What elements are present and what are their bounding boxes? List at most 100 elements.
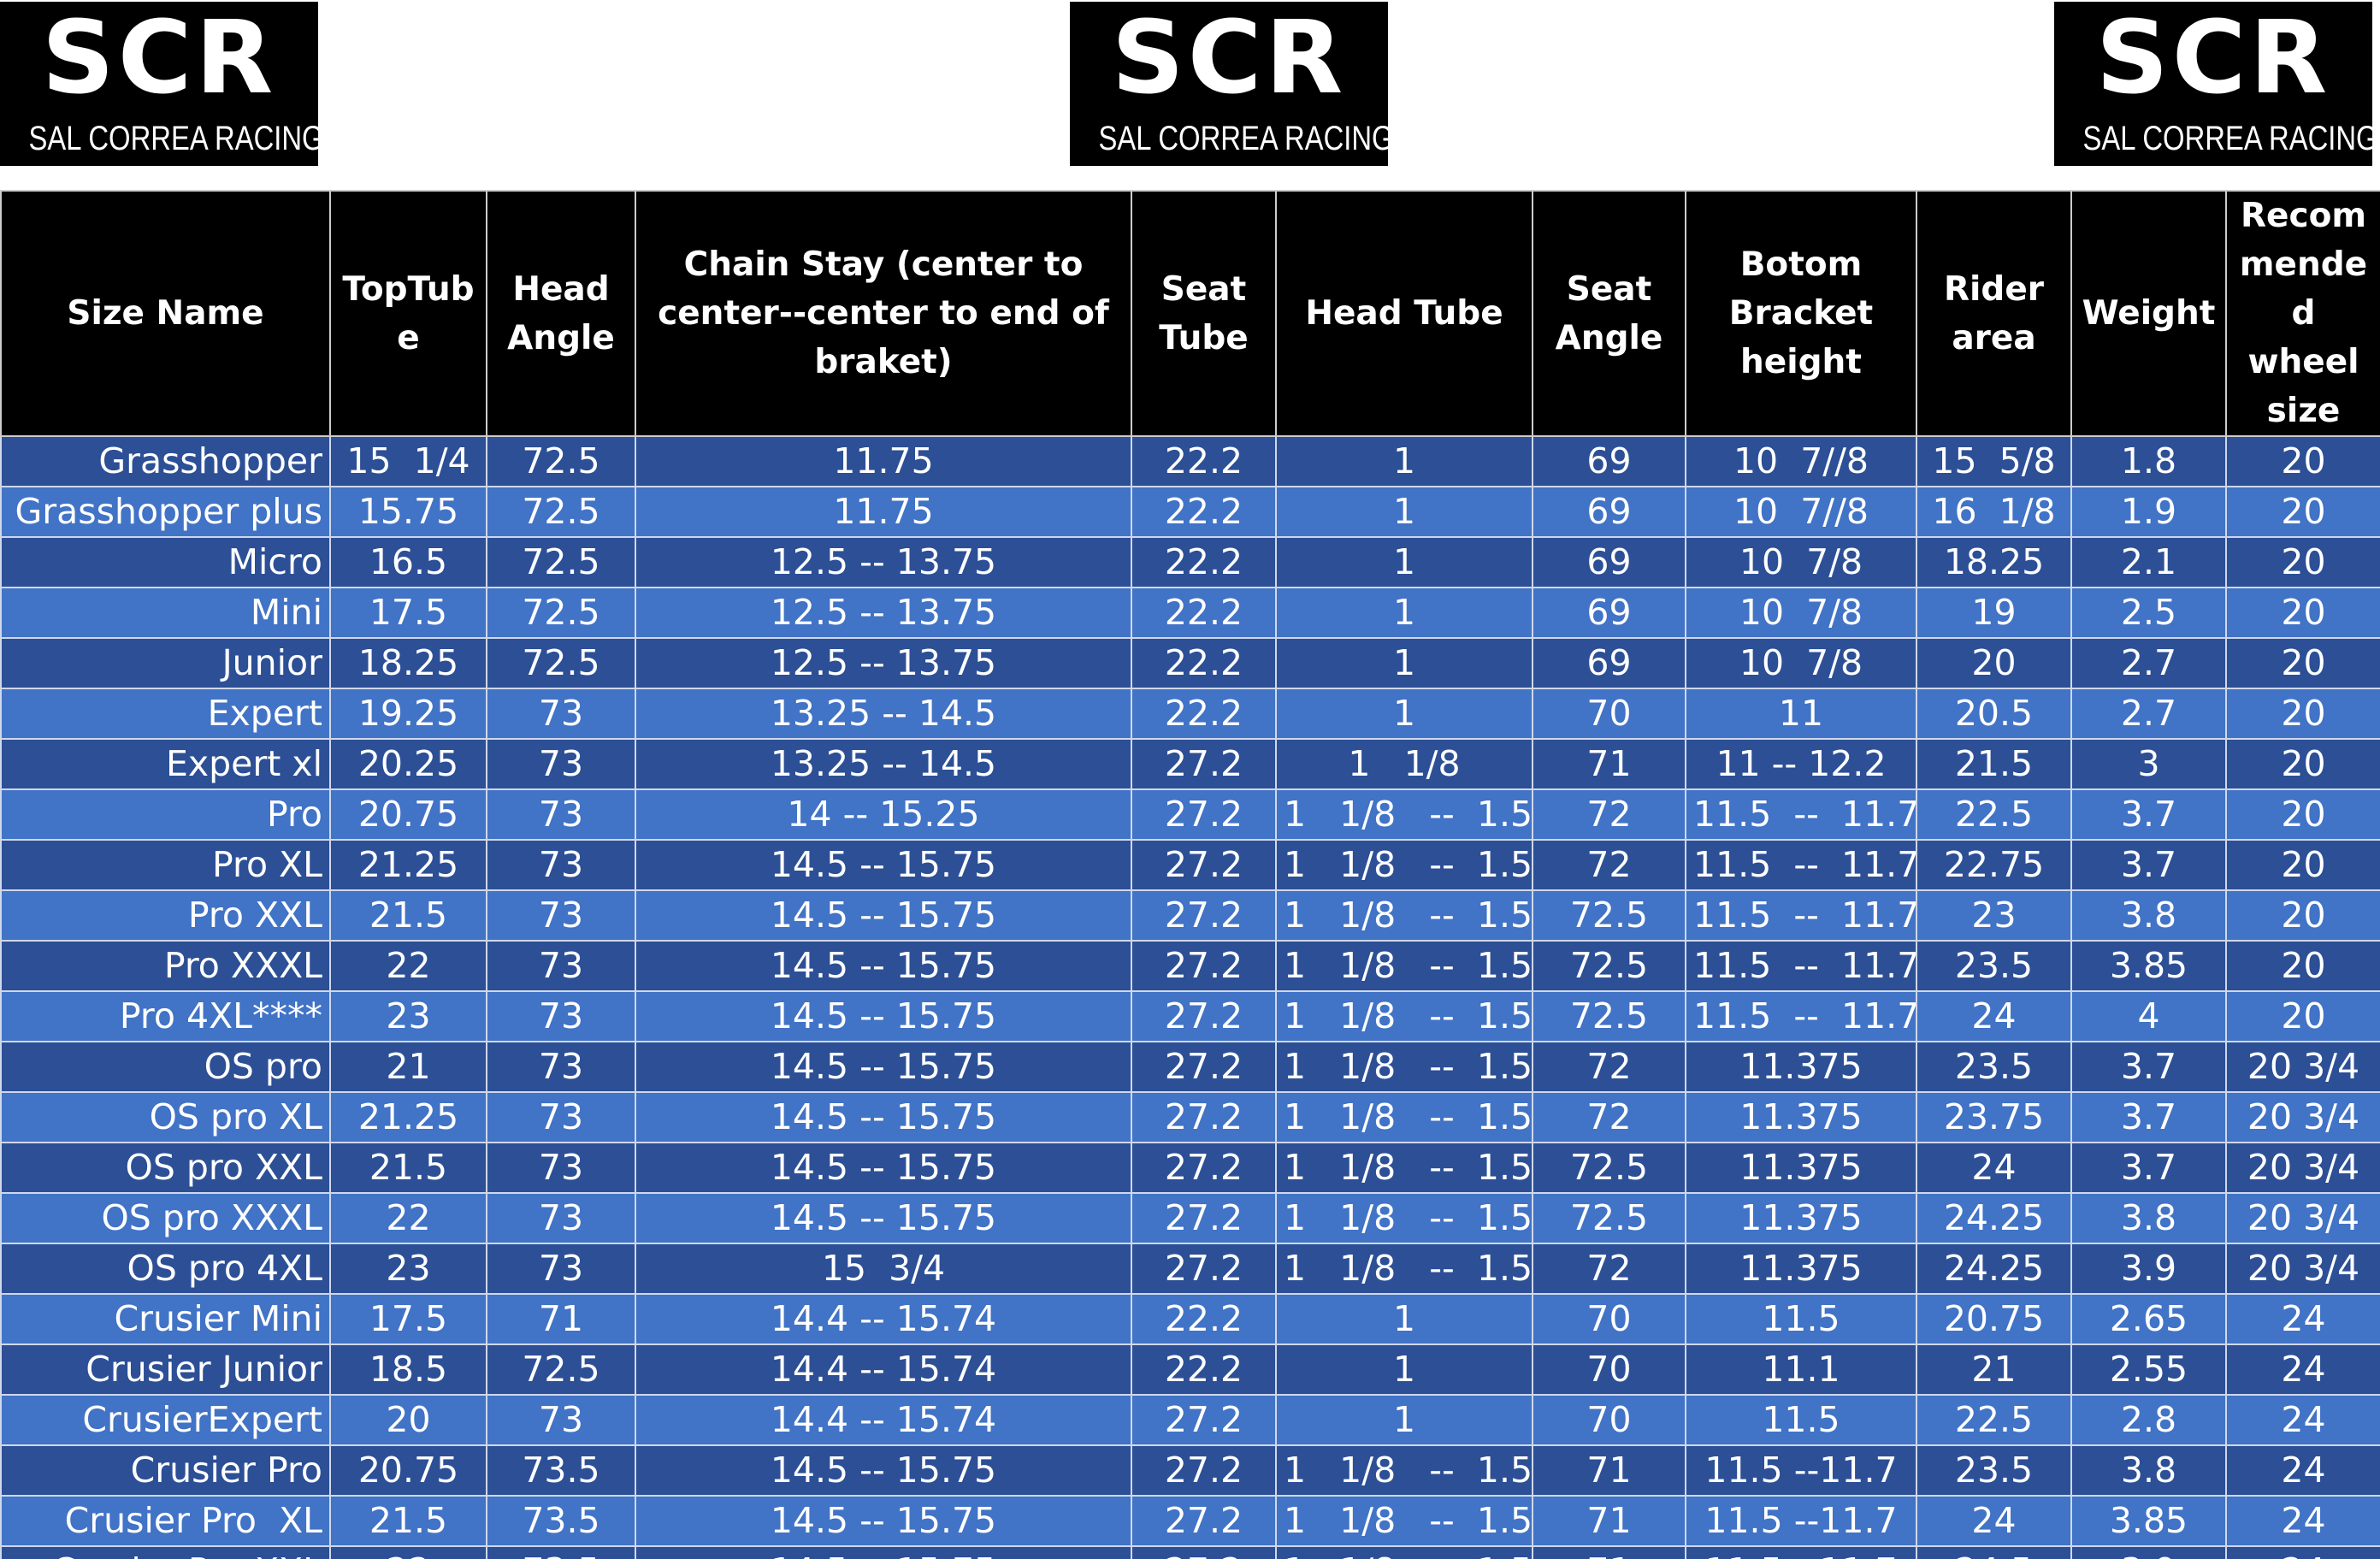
table-cell: 10 7/8 bbox=[1685, 536, 1917, 588]
column-header: Seat Tube bbox=[1131, 190, 1277, 437]
table-cell: 3.8 bbox=[2070, 1192, 2227, 1244]
table-cell: 11.375 bbox=[1685, 1091, 1917, 1143]
table-cell: 72 bbox=[1532, 1041, 1686, 1093]
table-cell: 18.25 bbox=[1916, 536, 2072, 588]
table-cell: 23.75 bbox=[1916, 1091, 2072, 1143]
table-cell: 20 3/4 bbox=[2225, 1142, 2380, 1194]
table-cell: 73 bbox=[486, 990, 636, 1042]
size-name-cell: Junior bbox=[0, 637, 331, 689]
size-name-cell: Pro 4XL**** bbox=[0, 990, 331, 1042]
table-cell: 10 7/8 bbox=[1685, 637, 1917, 689]
size-name-cell: Grasshopper bbox=[0, 435, 331, 487]
table-cell: 23.5 bbox=[1916, 940, 2072, 992]
table-cell: 24 bbox=[2225, 1545, 2380, 1559]
table-cell: 73 bbox=[486, 889, 636, 942]
table-cell: 72 bbox=[1532, 1243, 1686, 1295]
table-cell: 24.25 bbox=[1916, 1192, 2072, 1244]
table-row: Expert xl 20.25 73 13.25 -- 14.5 27.2 1 1/8 71… bbox=[0, 738, 2380, 790]
table-cell: 71 bbox=[1532, 738, 1686, 790]
table-cell: 1 1/8 -- 1.5 bbox=[1275, 1545, 1533, 1559]
table-cell: 11.5 --11.7 bbox=[1685, 1444, 1917, 1497]
table-cell: 21.5 bbox=[329, 1142, 487, 1194]
table-cell: 24 bbox=[2225, 1343, 2380, 1396]
table-cell: 11.5 --11.7 bbox=[1685, 1545, 1917, 1559]
table-cell: 69 bbox=[1532, 435, 1686, 487]
table-cell: 27.2 bbox=[1131, 1091, 1277, 1143]
table-cell: 10 7//8 bbox=[1685, 486, 1917, 538]
table-cell: 12.5 -- 13.75 bbox=[635, 637, 1132, 689]
table-cell: 72.5 bbox=[1532, 990, 1686, 1042]
table-cell: 72.5 bbox=[1532, 889, 1686, 942]
table-cell: 11.375 bbox=[1685, 1192, 1917, 1244]
table-cell: 3.7 bbox=[2070, 1142, 2227, 1194]
table-row: Pro 20.75 73 14 -- 15.25 27.2 1 1/8 -- 1.5 72 1… bbox=[0, 788, 2380, 841]
table-cell: 1 1/8 -- 1.5 bbox=[1275, 1142, 1533, 1194]
table-cell: 1 bbox=[1275, 536, 1533, 588]
table-cell: 20.75 bbox=[329, 1444, 487, 1497]
table-cell: 27.2 bbox=[1131, 1444, 1277, 1497]
table-cell: 3.7 bbox=[2070, 1091, 2227, 1143]
table-cell: 73.5 bbox=[486, 1545, 636, 1559]
table-row: Micro 16.5 72.5 12.5 -- 13.75 22.2 1 69 10 7/8 1… bbox=[0, 536, 2380, 588]
table-cell: 18.25 bbox=[329, 637, 487, 689]
table-cell: 22.75 bbox=[1916, 839, 2072, 891]
table-cell: 14.5 -- 15.75 bbox=[635, 1041, 1132, 1093]
size-name-cell: OS pro 4XL bbox=[0, 1243, 331, 1295]
table-cell: 73 bbox=[486, 788, 636, 841]
table-cell: 73 bbox=[486, 940, 636, 992]
table-cell: 14.5 -- 15.75 bbox=[635, 1192, 1132, 1244]
table-cell: 11.375 bbox=[1685, 1142, 1917, 1194]
header-row: Size Name TopTube Head Angle Chain Stay (ce… bbox=[0, 190, 2380, 437]
table-row: Expert 19.25 73 13.25 -- 14.5 22.2 1 70 11 20.5 2… bbox=[0, 688, 2380, 740]
table-cell: 1 1/8 -- 1.5 bbox=[1275, 990, 1533, 1042]
table-cell: 1 1/8 -- 1.5 bbox=[1275, 889, 1533, 942]
table-cell: 24 bbox=[2225, 1495, 2380, 1547]
table-cell: 14 -- 15.25 bbox=[635, 788, 1132, 841]
table-row: Pro XL 21.25 73 14.5 -- 15.75 27.2 1 1/8 -- 1… bbox=[0, 839, 2380, 891]
table-cell: 11.5 -- 11.7 bbox=[1685, 788, 1917, 841]
table-cell: 15 5/8 bbox=[1916, 435, 2072, 487]
column-header: Weight bbox=[2070, 190, 2227, 437]
table-cell: 18.5 bbox=[329, 1343, 487, 1396]
table-cell: 22.2 bbox=[1131, 435, 1277, 487]
table-cell: 69 bbox=[1532, 587, 1686, 639]
logo-name: SAL CORREA RACING bbox=[1098, 120, 1394, 157]
size-name-cell: OS pro bbox=[0, 1041, 331, 1093]
table-cell: 27.2 bbox=[1131, 1142, 1277, 1194]
table-cell: 10 7/8 bbox=[1685, 587, 1917, 639]
table-cell: 69 bbox=[1532, 536, 1686, 588]
table-cell: 27.2 bbox=[1131, 940, 1277, 992]
table-cell: 1 1/8 bbox=[1275, 738, 1533, 790]
table-cell: 10 7//8 bbox=[1685, 435, 1917, 487]
table-cell: 20 3/4 bbox=[2225, 1192, 2380, 1244]
table-cell: 22.2 bbox=[1131, 637, 1277, 689]
table-cell: 21.5 bbox=[1916, 738, 2072, 790]
table-cell: 69 bbox=[1532, 486, 1686, 538]
size-name-cell: Expert bbox=[0, 688, 331, 740]
table-cell: 1 bbox=[1275, 435, 1533, 487]
table-cell: 27.2 bbox=[1131, 1192, 1277, 1244]
column-header: TopTube bbox=[329, 190, 487, 437]
table-cell: 19.25 bbox=[329, 688, 487, 740]
table-cell: 3.9 bbox=[2070, 1243, 2227, 1295]
table-cell: 20.5 bbox=[1916, 688, 2072, 740]
table-cell: 73 bbox=[486, 1394, 636, 1446]
table-cell: 11.1 bbox=[1685, 1343, 1917, 1396]
table-cell: 24 bbox=[1916, 1495, 2072, 1547]
table-cell: 16.5 bbox=[329, 536, 487, 588]
size-name-cell: CrusierExpert bbox=[0, 1394, 331, 1446]
logo: SCR SAL CORREA RACING bbox=[0, 2, 324, 166]
table-cell: 11.75 bbox=[635, 486, 1132, 538]
table-cell: 13.25 -- 14.5 bbox=[635, 738, 1132, 790]
table-cell: 1 bbox=[1275, 688, 1533, 740]
table-cell: 70 bbox=[1532, 688, 1686, 740]
table-cell: 22 bbox=[329, 1192, 487, 1244]
table-row: Crusier Junior 18.5 72.5 14.4 -- 15.74 22.2 1… bbox=[0, 1343, 2380, 1396]
logo-mark: SCR bbox=[2095, 0, 2331, 116]
table-cell: 20 bbox=[2225, 486, 2380, 538]
table-row: Crusier Pro XL 21.5 73.5 14.5 -- 15.75 27.2 1… bbox=[0, 1495, 2380, 1547]
table-cell: 22 bbox=[329, 940, 487, 992]
table-cell: 2.7 bbox=[2070, 688, 2227, 740]
table-cell: 20 bbox=[2225, 688, 2380, 740]
table-cell: 73 bbox=[486, 1192, 636, 1244]
